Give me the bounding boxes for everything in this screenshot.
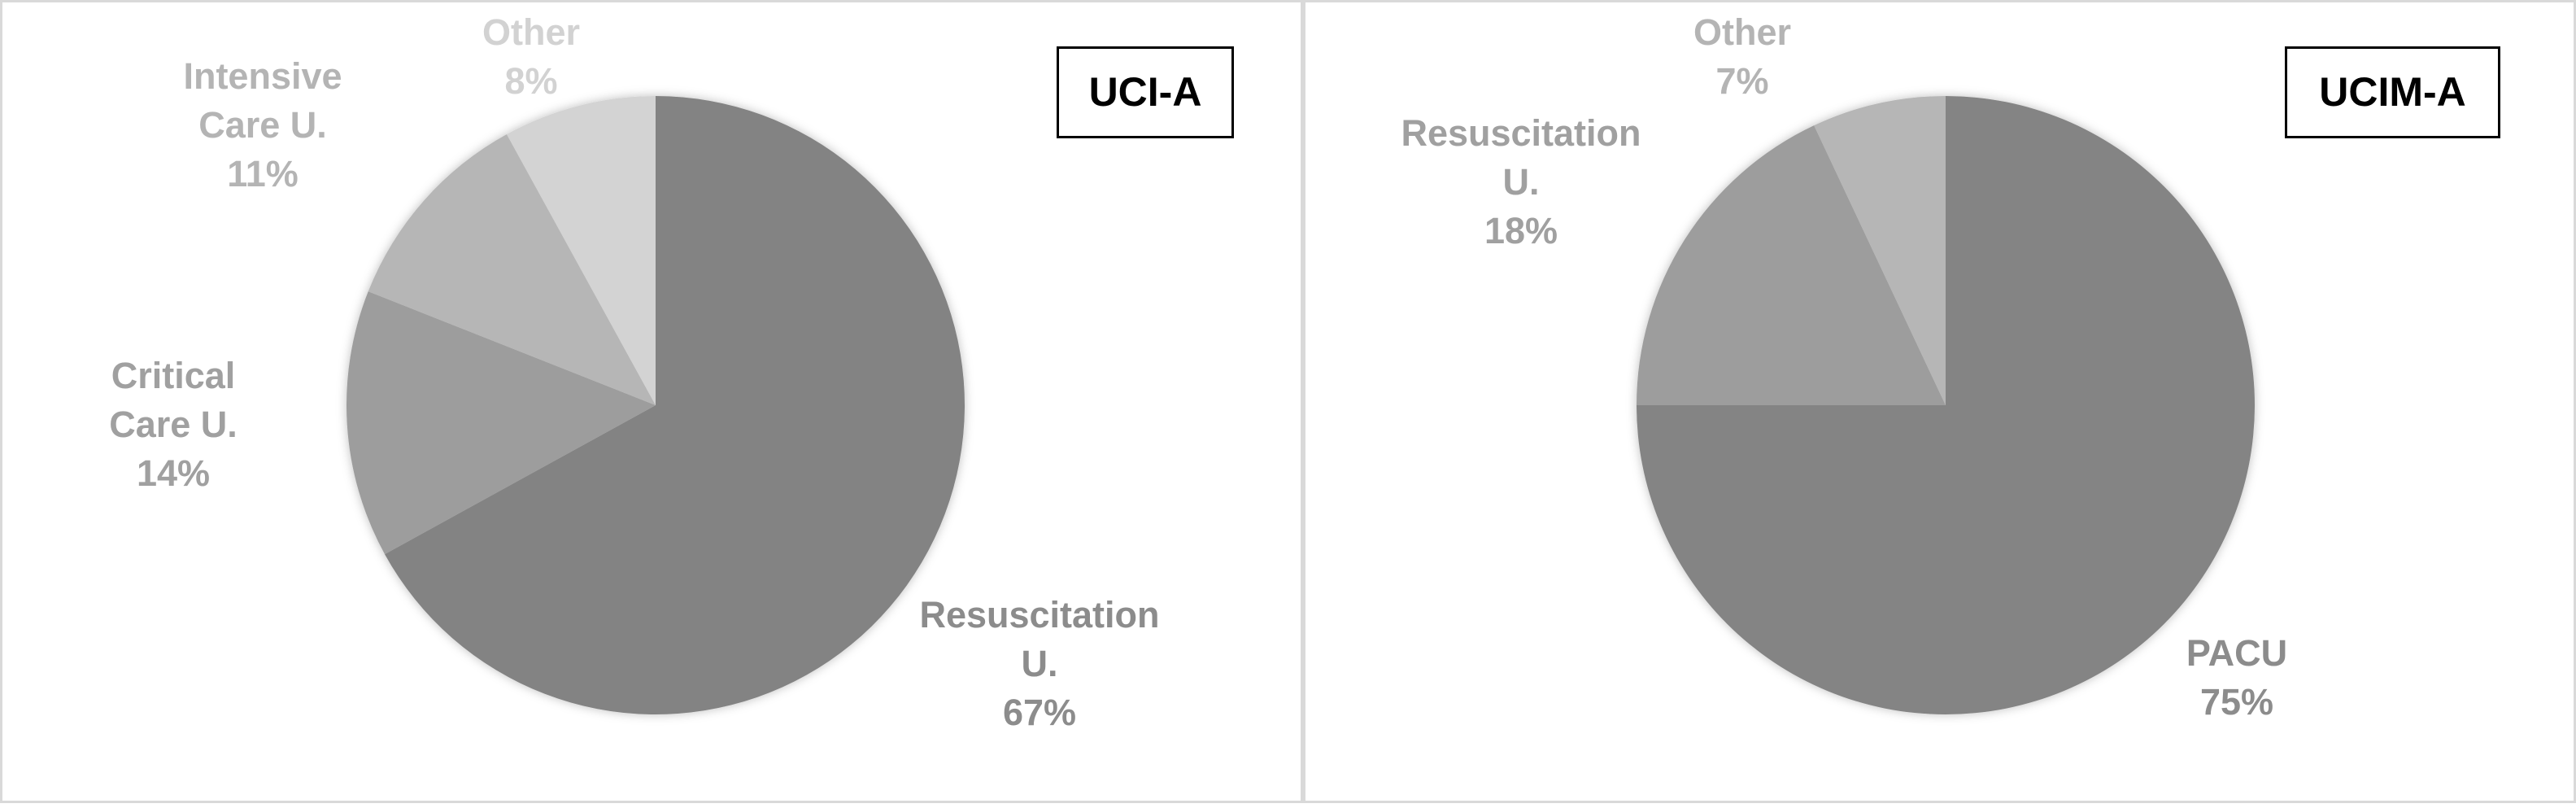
- pie-slice-resuscitation-u: [1637, 125, 1946, 406]
- pie-chart-uci-a: [347, 96, 965, 714]
- pie-slice-other: [506, 96, 656, 405]
- slice-label: Resuscitation U. 67%: [919, 594, 1160, 733]
- pie-slice-intensive-care-u: [368, 134, 656, 405]
- slice-label: Other 7%: [1693, 11, 1791, 102]
- chart-panel-ucim-a: UCIM-A PACU 75% Resuscitation U. 18% Oth…: [1303, 0, 2576, 803]
- slice-label: Resuscitation U. 18%: [1401, 112, 1641, 251]
- chart-title-badge: UCI-A: [1057, 46, 1234, 138]
- slice-label: PACU 75%: [2186, 632, 2288, 723]
- chart-title-badge: UCIM-A: [2285, 46, 2500, 138]
- slice-label: Critical Care U. 14%: [109, 355, 238, 494]
- slice-label: Other 8%: [482, 11, 580, 102]
- pie-slice-resuscitation-u: [385, 96, 965, 714]
- pie-chart-ucim-a: [1637, 96, 2255, 714]
- slice-label: Intensive Care U. 11%: [183, 55, 342, 194]
- chart-panel-uci-a: UCI-A Resuscitation U. 67% Critical Care…: [0, 0, 1303, 803]
- pie-slice-other: [1814, 96, 1946, 405]
- pie-slice-critical-care-u: [347, 291, 656, 555]
